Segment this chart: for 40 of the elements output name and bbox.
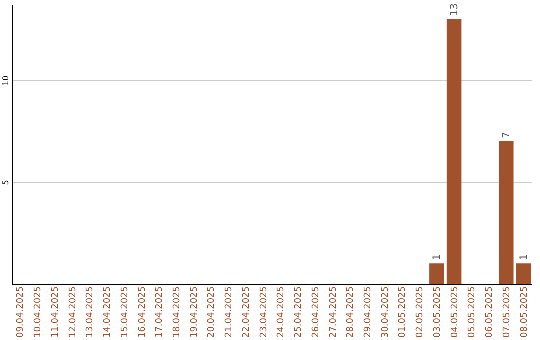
x-tick-label: 01.05.2025 [398,286,408,338]
x-tick-label: 03.05.2025 [432,286,443,338]
x-tick-label: 26.04.2025 [311,286,322,338]
bar [516,264,532,284]
x-tick-label: 15.04.2025 [120,286,130,338]
x-tick-label: 17.04.2025 [155,286,166,338]
x-tick-label: 09.04.2025 [16,286,26,338]
x-tick-label: 12.04.2025 [68,286,78,338]
bar [430,264,444,284]
x-tick-label: 29.04.2025 [363,286,374,338]
x-tick-label: 07.05.2025 [502,286,512,338]
x-tick-label: 21.04.2025 [224,286,235,338]
x-tick-label: 28.04.2025 [346,286,356,338]
x-tick-label: 27.04.2025 [328,286,339,338]
bar [446,19,462,284]
x-tick-label: 10.04.2025 [34,286,44,338]
x-tick-label: 14.04.2025 [103,286,114,338]
x-tick-label: 05.05.2025 [468,286,478,338]
data-label: 13 [449,4,460,16]
x-tick-label: 18.04.2025 [172,286,183,338]
x-tick-label: 24.04.2025 [276,286,287,338]
x-tick-label: 22.04.2025 [242,286,252,338]
x-tick-label: 04.05.2025 [450,286,460,338]
x-tick-label: 23.04.2025 [259,286,270,338]
data-label: 7 [501,132,512,138]
x-tick-label: 16.04.2025 [138,286,148,338]
y-tick-label: 5 [2,180,10,186]
y-tick-label: 10 [2,76,10,86]
x-tick-label: 19.04.2025 [190,286,200,338]
data-label: 1 [518,254,530,261]
x-tick-label: 20.04.2025 [207,286,218,338]
data-label: 1 [432,254,443,261]
x-tick-label: 13.04.2025 [86,286,96,338]
x-tick-label: 25.04.2025 [294,286,304,338]
x-tick-label: 06.05.2025 [485,286,496,338]
x-tick-label: 02.05.2025 [416,286,426,338]
x-tick-label: 11.04.2025 [50,286,61,338]
x-tick-label: 30.04.2025 [380,286,391,338]
x-tick-label: 08.05.2025 [520,286,530,338]
bar [499,141,514,284]
